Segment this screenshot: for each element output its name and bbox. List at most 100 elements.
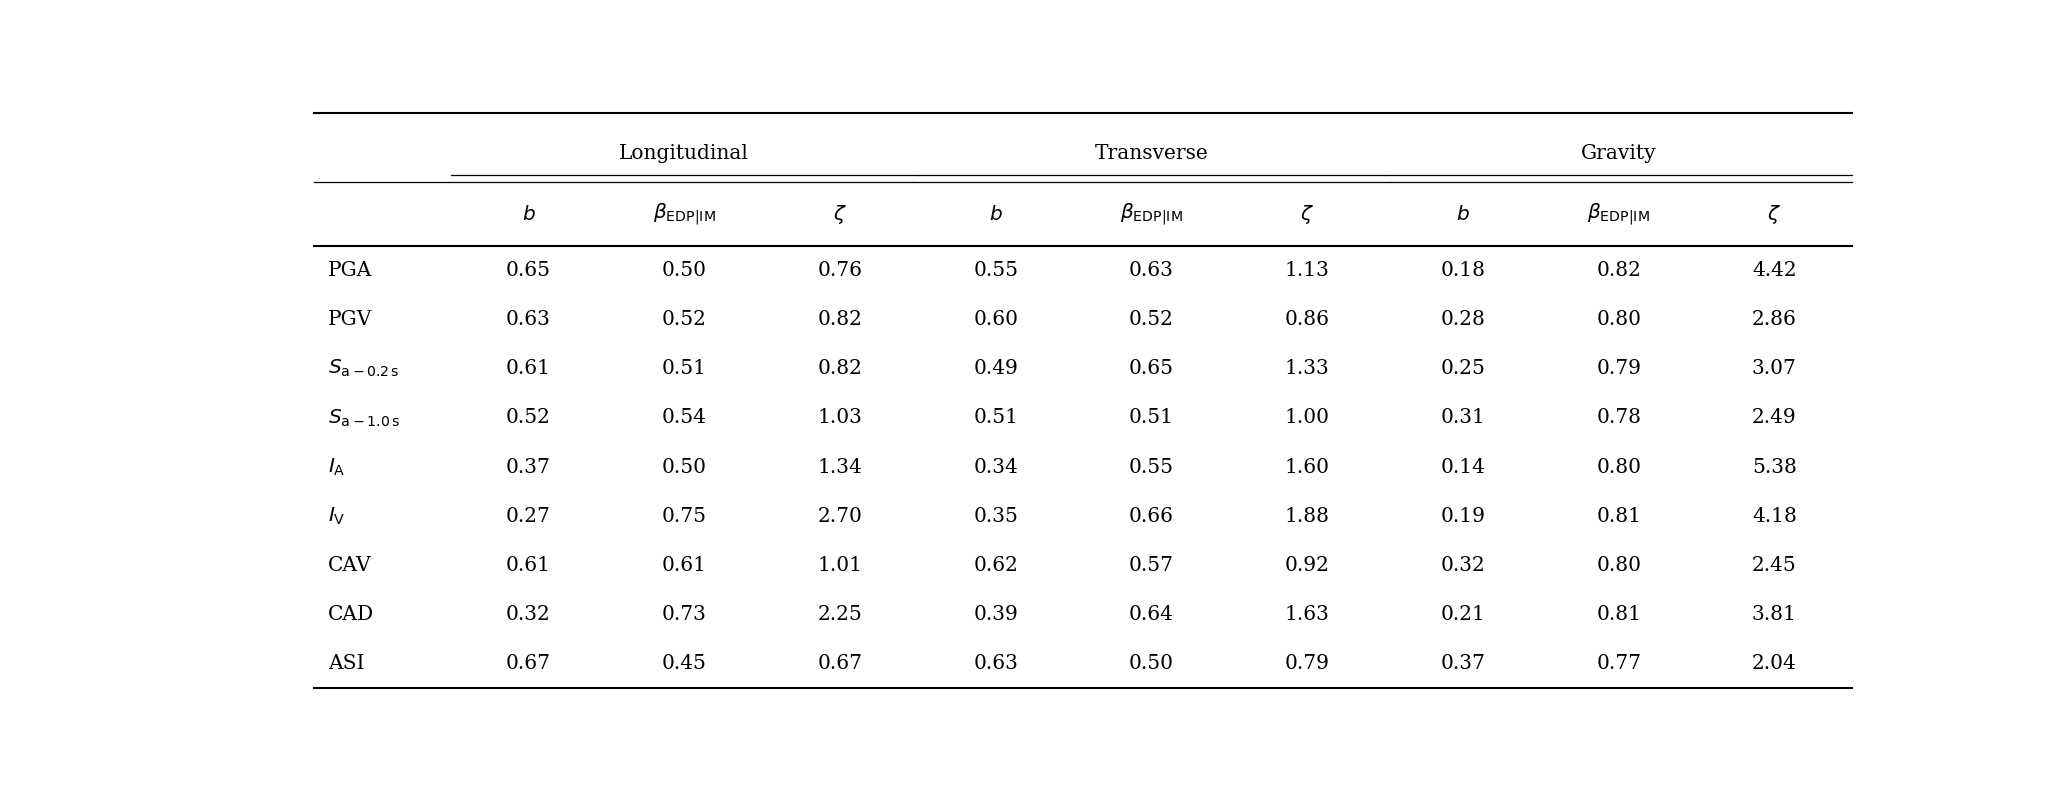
Text: 0.82: 0.82 <box>819 360 862 379</box>
Text: 0.64: 0.64 <box>1129 605 1174 624</box>
Text: 0.65: 0.65 <box>506 261 552 280</box>
Text: 0.55: 0.55 <box>1129 457 1174 477</box>
Text: 5.38: 5.38 <box>1753 457 1796 477</box>
Text: $S_{\mathrm{a-0.2\,s}}$: $S_{\mathrm{a-0.2\,s}}$ <box>329 358 399 379</box>
Text: 0.49: 0.49 <box>974 360 1019 379</box>
Text: 0.52: 0.52 <box>1129 310 1174 329</box>
Text: 0.51: 0.51 <box>974 408 1019 427</box>
Text: 0.37: 0.37 <box>506 457 552 477</box>
Text: $b$: $b$ <box>1455 205 1470 224</box>
Text: 0.82: 0.82 <box>1596 261 1641 280</box>
Text: 1.60: 1.60 <box>1286 457 1329 477</box>
Text: 0.65: 0.65 <box>1129 360 1174 379</box>
Text: 0.79: 0.79 <box>1596 360 1641 379</box>
Text: $\beta_{\mathrm{EDP|IM}}$: $\beta_{\mathrm{EDP|IM}}$ <box>1587 201 1649 227</box>
Text: 0.27: 0.27 <box>506 507 552 526</box>
Text: 0.80: 0.80 <box>1596 310 1641 329</box>
Text: 0.51: 0.51 <box>1129 408 1174 427</box>
Text: 0.63: 0.63 <box>974 654 1019 673</box>
Text: $I_{\mathrm{V}}$: $I_{\mathrm{V}}$ <box>329 505 345 527</box>
Text: 0.14: 0.14 <box>1441 457 1486 477</box>
Text: $\zeta$: $\zeta$ <box>833 202 847 226</box>
Text: 0.50: 0.50 <box>661 261 707 280</box>
Text: 0.35: 0.35 <box>974 507 1019 526</box>
Text: 0.62: 0.62 <box>974 556 1019 575</box>
Text: $S_{\mathrm{a-1.0\,s}}$: $S_{\mathrm{a-1.0\,s}}$ <box>329 408 401 429</box>
Text: 0.54: 0.54 <box>661 408 707 427</box>
Text: $I_{\mathrm{A}}$: $I_{\mathrm{A}}$ <box>329 456 345 478</box>
Text: $b$: $b$ <box>521 205 535 224</box>
Text: 3.81: 3.81 <box>1753 605 1796 624</box>
Text: $\beta_{\mathrm{EDP|IM}}$: $\beta_{\mathrm{EDP|IM}}$ <box>1120 201 1182 227</box>
Text: 0.25: 0.25 <box>1441 360 1486 379</box>
Text: Transverse: Transverse <box>1096 144 1209 163</box>
Text: $\zeta$: $\zeta$ <box>1767 202 1782 226</box>
Text: Longitudinal: Longitudinal <box>620 144 748 163</box>
Text: ASI: ASI <box>329 654 364 673</box>
Text: $\zeta$: $\zeta$ <box>1300 202 1315 226</box>
Text: 0.80: 0.80 <box>1596 457 1641 477</box>
Text: 0.52: 0.52 <box>661 310 707 329</box>
Text: 1.01: 1.01 <box>816 556 862 575</box>
Text: 0.61: 0.61 <box>506 556 552 575</box>
Text: 0.39: 0.39 <box>974 605 1019 624</box>
Text: 0.45: 0.45 <box>661 654 707 673</box>
Text: 1.88: 1.88 <box>1286 507 1329 526</box>
Text: 2.25: 2.25 <box>819 605 862 624</box>
Text: 0.19: 0.19 <box>1441 507 1486 526</box>
Text: Gravity: Gravity <box>1581 144 1656 163</box>
Text: 4.18: 4.18 <box>1753 507 1796 526</box>
Text: 0.77: 0.77 <box>1596 654 1641 673</box>
Text: 0.75: 0.75 <box>661 507 707 526</box>
Text: 0.32: 0.32 <box>1441 556 1486 575</box>
Text: 2.86: 2.86 <box>1753 310 1796 329</box>
Text: 0.73: 0.73 <box>661 605 707 624</box>
Text: 0.28: 0.28 <box>1441 310 1486 329</box>
Text: 4.42: 4.42 <box>1753 261 1796 280</box>
Text: 1.34: 1.34 <box>819 457 862 477</box>
Text: 0.86: 0.86 <box>1286 310 1329 329</box>
Text: 0.79: 0.79 <box>1286 654 1329 673</box>
Text: 0.37: 0.37 <box>1441 654 1486 673</box>
Text: 0.61: 0.61 <box>506 360 552 379</box>
Text: 1.63: 1.63 <box>1286 605 1329 624</box>
Text: 0.81: 0.81 <box>1596 507 1641 526</box>
Text: 3.07: 3.07 <box>1753 360 1796 379</box>
Text: 0.34: 0.34 <box>974 457 1019 477</box>
Text: 0.92: 0.92 <box>1286 556 1329 575</box>
Text: 0.82: 0.82 <box>819 310 862 329</box>
Text: 0.76: 0.76 <box>816 261 862 280</box>
Text: 1.00: 1.00 <box>1286 408 1329 427</box>
Text: 1.13: 1.13 <box>1286 261 1329 280</box>
Text: 0.51: 0.51 <box>661 360 707 379</box>
Text: 0.18: 0.18 <box>1441 261 1486 280</box>
Text: 0.57: 0.57 <box>1129 556 1174 575</box>
Text: 0.81: 0.81 <box>1596 605 1641 624</box>
Text: 0.32: 0.32 <box>506 605 550 624</box>
Text: 0.67: 0.67 <box>506 654 552 673</box>
Text: 1.33: 1.33 <box>1286 360 1329 379</box>
Text: 0.67: 0.67 <box>816 654 862 673</box>
Text: 0.78: 0.78 <box>1596 408 1641 427</box>
Text: 0.52: 0.52 <box>506 408 552 427</box>
Text: 0.55: 0.55 <box>974 261 1019 280</box>
Text: 0.50: 0.50 <box>1129 654 1174 673</box>
Text: 2.04: 2.04 <box>1753 654 1796 673</box>
Text: 0.63: 0.63 <box>506 310 552 329</box>
Text: 2.49: 2.49 <box>1753 408 1796 427</box>
Text: 0.80: 0.80 <box>1596 556 1641 575</box>
Text: $b$: $b$ <box>988 205 1002 224</box>
Text: 0.66: 0.66 <box>1129 507 1174 526</box>
Text: 0.50: 0.50 <box>661 457 707 477</box>
Text: 1.03: 1.03 <box>819 408 862 427</box>
Text: 0.61: 0.61 <box>661 556 707 575</box>
Text: 0.31: 0.31 <box>1441 408 1486 427</box>
Text: 2.70: 2.70 <box>819 507 862 526</box>
Text: PGA: PGA <box>329 261 372 280</box>
Text: 2.45: 2.45 <box>1753 556 1796 575</box>
Text: CAD: CAD <box>329 605 374 624</box>
Text: 0.63: 0.63 <box>1129 261 1174 280</box>
Text: CAV: CAV <box>329 556 372 575</box>
Text: 0.21: 0.21 <box>1441 605 1486 624</box>
Text: PGV: PGV <box>329 310 372 329</box>
